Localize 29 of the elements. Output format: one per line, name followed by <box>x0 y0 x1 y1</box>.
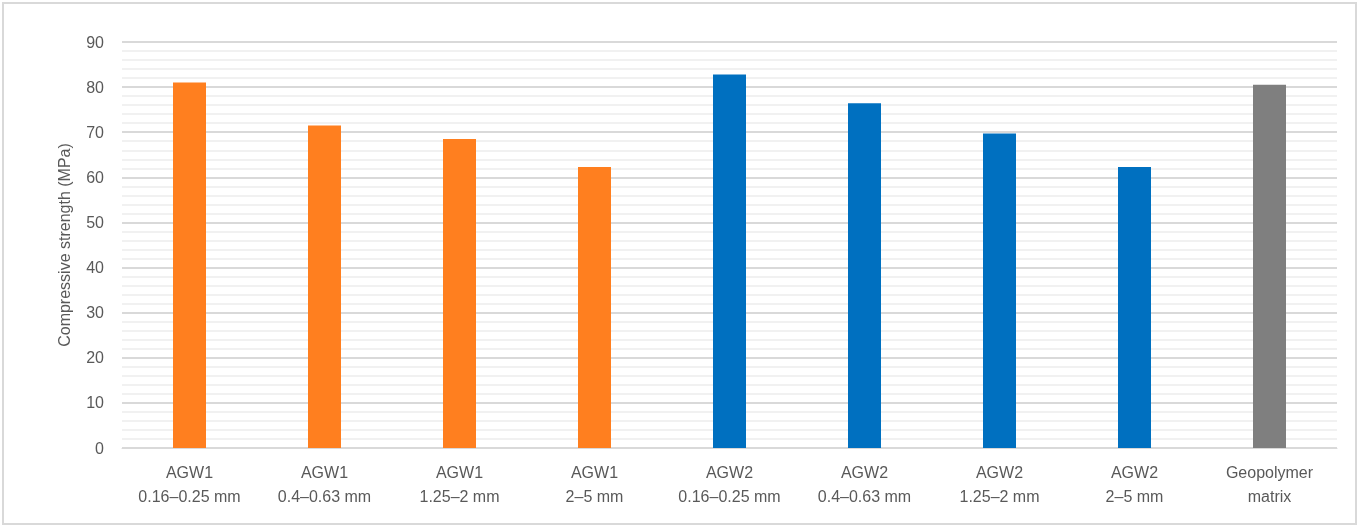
x-tick-label: AGW1 1.25–2 mm <box>419 463 500 505</box>
y-tick-label: 30 <box>86 304 105 322</box>
y-tick-label: 40 <box>86 259 105 277</box>
x-tick-label: AGW2 0.4–0.63 mm <box>817 463 912 505</box>
y-axis-title: Compressive strength (MPa) <box>55 143 73 347</box>
bar <box>173 82 206 448</box>
bar <box>983 133 1016 448</box>
y-tick-label: 70 <box>86 123 105 141</box>
y-tick-label: 90 <box>86 33 105 51</box>
bar <box>713 74 746 448</box>
bar <box>1118 166 1151 448</box>
x-tick-label: AGW1 2–5 mm <box>565 463 624 505</box>
y-tick-label: 80 <box>86 78 105 96</box>
x-tick-label: AGW2 0.16–0.25 mm <box>678 463 781 505</box>
x-tick-label: Geopolymer matrix <box>1225 463 1314 505</box>
x-tick-label: AGW2 1.25–2 mm <box>959 463 1040 505</box>
bar <box>1253 84 1286 448</box>
bar <box>308 125 341 448</box>
y-tick-label: 20 <box>86 349 105 367</box>
bar <box>848 103 881 448</box>
x-tick-label: AGW1 0.16–0.25 mm <box>138 463 241 505</box>
y-tick-label: 0 <box>95 439 105 457</box>
x-tick-label: AGW1 0.4–0.63 mm <box>277 463 372 505</box>
bar <box>443 138 476 448</box>
y-tick-label: 50 <box>86 213 105 231</box>
x-tick-label: AGW2 2–5 mm <box>1105 463 1164 505</box>
bar <box>578 166 611 448</box>
y-tick-label: 60 <box>86 168 105 186</box>
y-tick-label: 10 <box>86 394 105 412</box>
